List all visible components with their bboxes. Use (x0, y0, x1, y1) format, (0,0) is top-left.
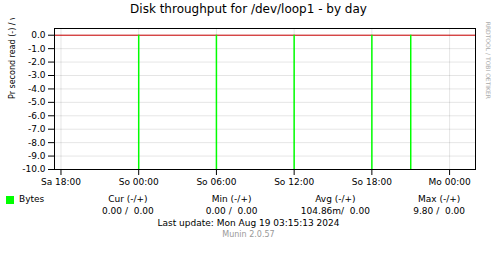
svg-text:So 00:00: So 00:00 (119, 177, 159, 187)
html-text:104.86m/ 0.00: 104.86m/ 0.00 (300, 206, 370, 216)
svg-text:So 06:00: So 06:00 (196, 177, 236, 187)
html-text:Cur (-/+): Cur (-/+) (108, 194, 148, 204)
html-text:Bytes: Bytes (19, 194, 45, 204)
svg-text:-4.0: -4.0 (28, 84, 46, 94)
svg-text:So 18:00: So 18:00 (352, 177, 392, 187)
svg-text:Sa 18:00: Sa 18:00 (41, 177, 81, 187)
svg-text:-8.0: -8.0 (28, 138, 46, 148)
svg-text:-7.0: -7.0 (28, 124, 46, 134)
html-text:Max (-/+): Max (-/+) (418, 194, 461, 204)
html-text:Munin 2.0.57: Munin 2.0.57 (222, 230, 275, 239)
html-text:Last update: Mon Aug 19 03:15:: Last update: Mon Aug 19 03:15:13 2024 (157, 218, 340, 228)
svg-text:-1.0: -1.0 (28, 44, 46, 54)
svg-text:RRDTOOL / TOBI OETIKER: RRDTOOL / TOBI OETIKER (485, 22, 492, 99)
html-text:Disk throughput for /dev/loop1: Disk throughput for /dev/loop1 - by day (130, 2, 367, 16)
html-text:Avg (-/+): Avg (-/+) (315, 194, 356, 204)
html-text:0.00 / 0.00: 0.00 / 0.00 (205, 206, 258, 216)
svg-text:-5.0: -5.0 (28, 97, 46, 107)
svg-text:Mo 00:00: Mo 00:00 (429, 177, 471, 187)
svg-text:-3.0: -3.0 (28, 70, 46, 80)
html-text:0.00 / 0.00: 0.00 / 0.00 (102, 206, 154, 216)
svg-text:Pr second read (-) / write (+): Pr second read (-) / write (+) (8, 18, 17, 99)
html-text:Min (-/+): Min (-/+) (211, 194, 252, 204)
svg-text:-2.0: -2.0 (28, 57, 46, 67)
svg-text:-10.0: -10.0 (22, 164, 46, 174)
svg-text:0.0: 0.0 (31, 30, 46, 40)
svg-text:-6.0: -6.0 (28, 111, 46, 121)
html-text:9.80 / 0.00: 9.80 / 0.00 (413, 206, 465, 216)
svg-text:So 12:00: So 12:00 (274, 177, 314, 187)
svg-text:-9.0: -9.0 (28, 151, 46, 161)
